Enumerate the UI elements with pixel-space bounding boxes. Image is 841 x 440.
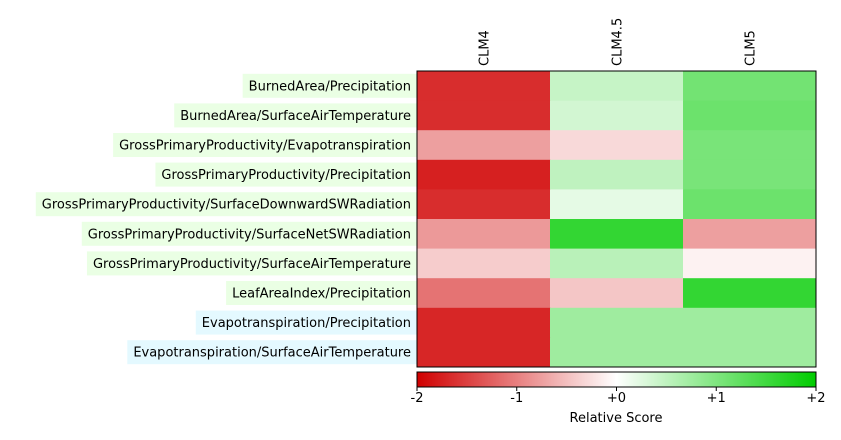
heatmap-cell [417, 189, 551, 220]
heatmap-cell [683, 159, 817, 190]
heatmap-cell [550, 337, 684, 368]
heatmap-cell [683, 307, 817, 338]
colorbar [416, 371, 817, 388]
column-labels: CLM4 CLM4.5 CLM5 [478, 18, 759, 66]
row-label: GrossPrimaryProductivity/SurfaceAirTempe… [93, 257, 411, 272]
row-label-background [81, 221, 417, 246]
heatmap-cell [550, 248, 684, 279]
row-label-background [127, 340, 417, 365]
row-label-background [242, 73, 417, 98]
row-label: BurnedArea/SurfaceAirTemperature [180, 109, 411, 124]
row-label: GrossPrimaryProductivity/SurfaceNetSWRad… [88, 227, 411, 242]
colorbar-label: Relative Score [570, 411, 663, 426]
heatmap-cell [417, 337, 551, 368]
row-label-background [226, 281, 417, 305]
row-label: GrossPrimaryProductivity/SurfaceDownward… [42, 198, 411, 213]
heatmap-cell [417, 248, 551, 279]
column-label: CLM5 [744, 30, 759, 66]
row-label: GrossPrimaryProductivity/Evapotranspirat… [119, 139, 411, 154]
heatmap-cell [417, 307, 551, 338]
heatmap-cell [417, 100, 551, 131]
colorbar-tick-label: +1 [707, 391, 726, 406]
heatmap-cell [417, 159, 551, 190]
colorbar-tick-label: -2 [411, 391, 424, 406]
row-label: Evapotranspiration/SurfaceAirTemperature [133, 346, 411, 361]
heatmap-cell [683, 100, 817, 131]
heatmap-cell [683, 248, 817, 279]
heatmap-cell [683, 189, 817, 220]
row-label-background [174, 103, 417, 128]
colorbar-tick-label: -1 [510, 391, 523, 406]
heatmap-cell [417, 219, 551, 250]
heatmap-cell [550, 219, 684, 250]
heatmap-cell [550, 278, 684, 309]
heatmap-cell [417, 278, 551, 309]
heatmap-cell [417, 71, 551, 102]
row-label-background [195, 310, 417, 335]
heatmap-cell [683, 130, 817, 161]
heatmap-cell [417, 130, 551, 161]
heatmap-cell [550, 189, 684, 220]
heatmap-cells [417, 71, 817, 368]
row-label-background [35, 192, 417, 217]
heatmap-cell [550, 71, 684, 102]
row-label-background [113, 133, 417, 157]
heatmap-cell [550, 100, 684, 131]
heatmap-cell [550, 307, 684, 338]
row-label: Evapotranspiration/Precipitation [202, 316, 411, 331]
row-label-background [155, 162, 417, 187]
column-label: CLM4 [478, 30, 493, 66]
column-label: CLM4.5 [611, 18, 626, 66]
colorbar-ticks: -2 -1 +0 +1 +2 [411, 387, 826, 406]
row-label: LeafAreaIndex/Precipitation [232, 287, 411, 302]
row-label: BurnedArea/Precipitation [249, 79, 411, 94]
heatmap-cell [550, 130, 684, 161]
colorbar-tick-label: +0 [607, 391, 626, 406]
heatmap-cell [683, 71, 817, 102]
row-labels: BurnedArea/Precipitation BurnedArea/Surfa… [35, 73, 417, 365]
heatmap-frame [416, 70, 817, 368]
row-label-background [86, 251, 417, 276]
heatmap-cell [683, 219, 817, 250]
row-label: GrossPrimaryProductivity/Precipitation [161, 168, 411, 183]
heatmap-cell [683, 337, 817, 368]
colorbar-tick-label: +2 [806, 391, 825, 406]
heatmap-cell [550, 159, 684, 190]
heatmap-cell [683, 278, 817, 309]
